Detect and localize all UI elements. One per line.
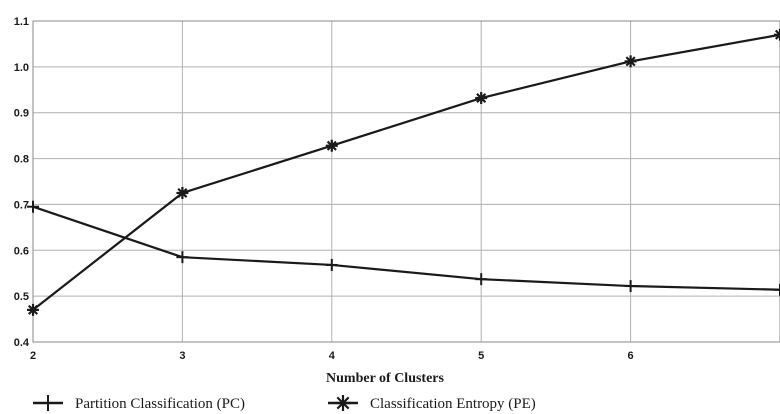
plus-marker — [624, 280, 637, 293]
plus-marker — [774, 283, 780, 296]
y-axis-ticks: 0.4 0.5 0.6 0.7 0.8 0.9 1.0 1.1 — [14, 16, 30, 349]
grid-lines — [32, 20, 780, 343]
y-tick-label: 0.6 — [14, 245, 29, 257]
asterisk-marker — [335, 395, 351, 411]
plus-marker — [325, 258, 338, 271]
asterisk-marker — [624, 55, 637, 68]
legend-item: Classification Entropy (PE) — [328, 395, 536, 412]
x-axis-ticks: 2 3 4 5 6 — [30, 350, 634, 362]
x-tick-label: 3 — [179, 350, 185, 362]
legend-label: Partition Classification (PC) — [75, 396, 245, 412]
plus-marker — [176, 251, 189, 264]
x-tick-label: 4 — [329, 350, 336, 362]
x-tick-label: 6 — [628, 350, 634, 362]
y-tick-label: 1.1 — [14, 16, 29, 28]
x-axis-title: Number of Clusters — [326, 371, 445, 386]
x-tick-label: 5 — [478, 350, 484, 362]
series-2 — [27, 28, 780, 316]
y-tick-label: 0.8 — [14, 154, 29, 166]
legend-item: Partition Classification (PC) — [33, 395, 245, 412]
plus-marker — [27, 200, 39, 213]
asterisk-marker — [325, 139, 338, 152]
series-1 — [27, 200, 780, 296]
asterisk-marker — [774, 28, 780, 41]
legend-label: Classification Entropy (PE) — [370, 396, 536, 412]
legend: Partition Classification (PC) Classificat… — [33, 395, 536, 412]
asterisk-marker — [176, 186, 189, 199]
series-line — [32, 33, 780, 311]
plot-series — [27, 28, 780, 316]
plot-frame — [32, 20, 780, 343]
plus-marker — [40, 395, 56, 411]
y-tick-label: 1.0 — [14, 62, 29, 74]
asterisk-marker — [475, 92, 488, 105]
series-line — [32, 205, 780, 291]
y-tick-label: 0.7 — [14, 199, 29, 211]
plus-marker — [475, 273, 488, 286]
x-tick-label: 2 — [30, 350, 36, 362]
asterisk-marker — [27, 303, 39, 316]
y-tick-label: 0.4 — [14, 337, 30, 349]
y-tick-label: 0.5 — [14, 291, 29, 303]
y-tick-label: 0.9 — [14, 108, 29, 120]
